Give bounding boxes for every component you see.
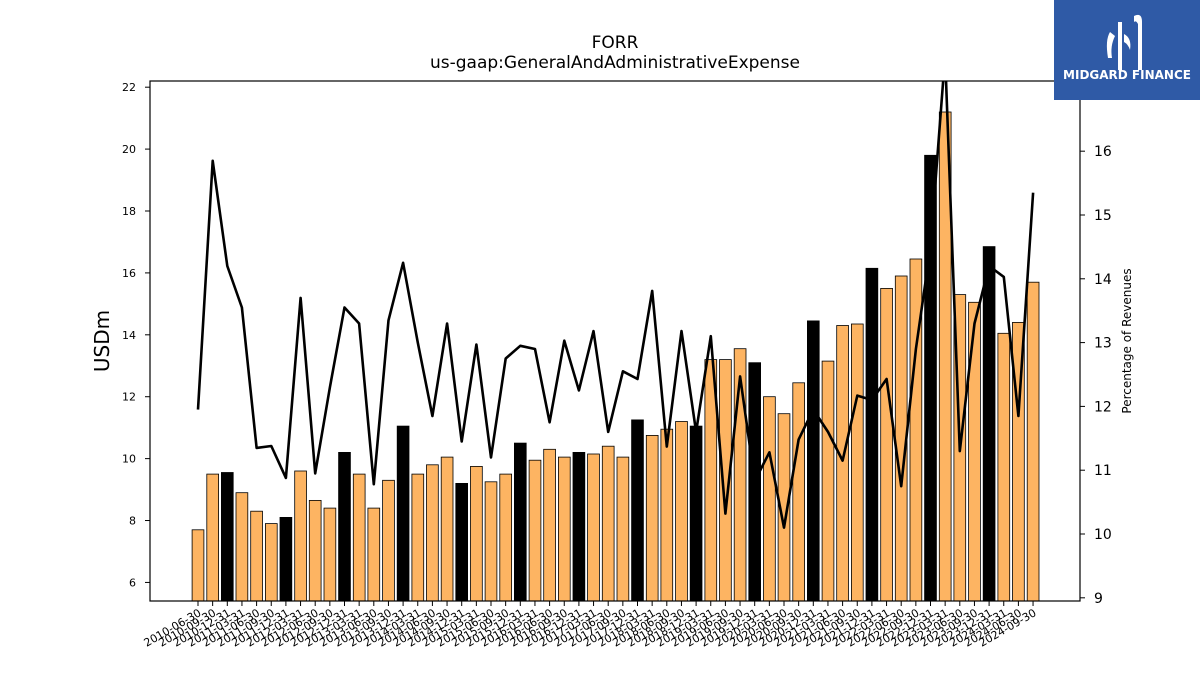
y-tick-label: 10: [122, 453, 136, 466]
bar-2010-12-31: [220, 472, 234, 602]
y2-tick-label: 13: [1094, 336, 1112, 352]
chart-subtitle: us-gaap:GeneralAndAdministrativeExpense: [430, 53, 800, 73]
bar-2013-12-31: [396, 425, 410, 602]
bar-2017-03-31: [587, 453, 600, 602]
bar-series: [191, 111, 1040, 602]
y-tick-label: 8: [129, 515, 136, 528]
bar-2016-12-31: [572, 451, 586, 602]
bar-2022-03-31: [880, 287, 893, 602]
y-tick-label: 18: [122, 205, 136, 218]
bar-2013-09-30: [382, 479, 395, 602]
brand-name: MIDGARD FINANCE: [1063, 68, 1191, 82]
bar-2020-09-30: [792, 382, 805, 602]
bar-2018-12-31: [689, 425, 703, 602]
bar-2012-06-30: [308, 499, 322, 602]
bar-2021-03-31: [821, 360, 835, 602]
bar-2012-03-31: [294, 470, 307, 602]
bar-2010-06-30: [191, 529, 205, 602]
bar-2015-03-31: [470, 465, 483, 602]
bar-2018-06-30: [660, 428, 674, 602]
bar-2021-12-31: [865, 267, 879, 602]
right-axis: 9 10 11 12 13 14 15 16: [1080, 144, 1112, 607]
plot-frame: [149, 80, 1081, 602]
bar-2023-12-31: [982, 246, 996, 602]
y2-tick-label: 16: [1094, 144, 1112, 160]
bar-2018-03-31: [645, 434, 659, 602]
percentage-line: [196, 81, 1035, 529]
bar-2022-09-30: [909, 258, 923, 602]
bar-2016-06-30: [543, 448, 556, 602]
y2-tick-label: 12: [1094, 399, 1112, 415]
y-axis-label: USDm: [90, 310, 114, 372]
y-tick-label: 14: [122, 329, 136, 342]
bar-2014-09-30: [440, 456, 454, 602]
bar-2012-09-30: [323, 507, 337, 602]
bar-2015-06-30: [484, 481, 498, 602]
y-tick-label: 6: [129, 576, 136, 589]
y2-axis-label: Percentage of Revenues: [1120, 268, 1134, 413]
brand-logo: MIDGARD FINANCE: [1054, 0, 1200, 100]
bar-2020-03-31: [763, 396, 776, 602]
bar-2011-06-30: [250, 510, 263, 602]
bar-2015-09-30: [499, 473, 512, 602]
bar-2011-03-31: [235, 492, 249, 602]
bar-2017-12-31: [631, 419, 644, 602]
bar-2018-09-30: [675, 421, 688, 602]
y-tick-label: 12: [122, 391, 136, 404]
bar-2017-09-30: [616, 456, 630, 602]
bar-2016-09-30: [558, 456, 571, 602]
bar-2014-06-30: [426, 464, 439, 602]
bar-2014-12-31: [455, 482, 468, 602]
y2-tick-label: 9: [1094, 591, 1103, 607]
y2-tick-label: 11: [1094, 463, 1112, 479]
bar-2011-09-30: [264, 523, 278, 602]
bar-2016-03-31: [528, 459, 542, 602]
left-axis: 6 8 10 12 14 16 18 20 22: [122, 81, 150, 589]
y2-tick-label: 10: [1094, 527, 1112, 543]
y-tick-label: 20: [122, 143, 136, 156]
y2-tick-label: 15: [1094, 208, 1112, 224]
bar-2023-09-30: [968, 301, 981, 602]
bar-2010-09-30: [206, 473, 220, 602]
bar-2012-12-31: [338, 451, 351, 602]
bar-2020-12-31: [807, 320, 820, 602]
bar-2013-03-31: [352, 473, 366, 602]
line-series: [196, 81, 1035, 529]
midgard-logo-icon: [1106, 14, 1142, 70]
bar-2021-06-30: [836, 325, 849, 602]
bar-2015-12-31: [514, 442, 527, 602]
bar-2021-09-30: [851, 323, 864, 602]
y-tick-label: 16: [122, 267, 136, 280]
bar-2022-12-31: [924, 154, 937, 602]
chart-title: FORR: [592, 33, 639, 53]
y2-tick-label: 14: [1094, 272, 1112, 288]
bar-2014-03-31: [411, 473, 425, 602]
x-axis: 2010-06-302010-09-302010-12-312011-03-31…: [142, 601, 1039, 650]
bar-2024-03-31: [997, 332, 1011, 602]
bar-2017-06-30: [601, 445, 615, 602]
bar-2024-09-30: [1026, 281, 1040, 602]
bar-2011-12-31: [279, 517, 293, 602]
y-tick-label: 22: [122, 81, 136, 94]
bar-2013-06-30: [367, 507, 381, 602]
